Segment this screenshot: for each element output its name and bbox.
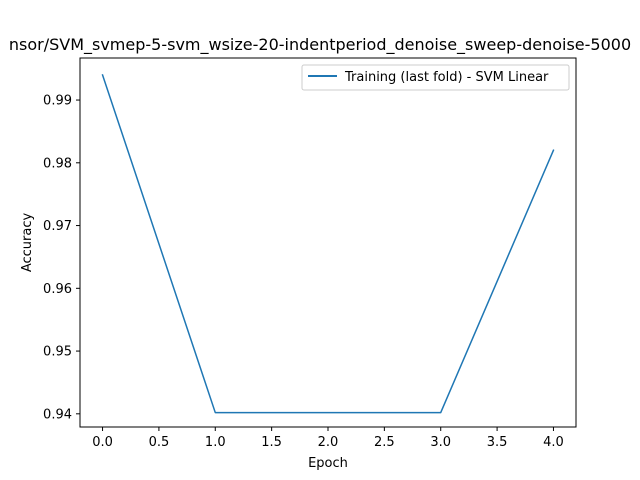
y-tick-label: 0.94 [43, 407, 72, 422]
x-tick-label: 3.5 [487, 435, 508, 450]
y-axis: 0.94 0.95 0.96 0.97 0.98 0.99 [43, 94, 80, 422]
y-axis-label: Accuracy [20, 213, 35, 273]
x-tick-label: 3.0 [430, 435, 451, 450]
series-line-0 [101, 73, 555, 414]
y-tick-label: 0.96 [43, 282, 72, 297]
y-tick-label: 0.99 [43, 94, 72, 109]
x-tick-label: 2.5 [374, 435, 395, 450]
y-tick-label: 0.97 [43, 219, 72, 234]
legend-label: Training (last fold) - SVM Linear [344, 70, 549, 85]
x-tick-label: 4.0 [543, 435, 564, 450]
x-tick-label: 0.5 [149, 435, 170, 450]
legend: Training (last fold) - SVM Linear [301, 64, 570, 91]
legend-box [301, 64, 570, 91]
plot-background [80, 58, 576, 427]
y-tick-label: 0.98 [43, 156, 72, 171]
x-tick-label: 0.0 [92, 435, 113, 450]
x-tick-label: 1.0 [205, 435, 226, 450]
y-tick-label: 0.95 [43, 345, 72, 360]
chart-title: nsor/SVM_svmep-5-svm_wsize-20-indentperi… [9, 35, 631, 55]
series-layer [101, 73, 555, 414]
x-tick-label: 1.5 [261, 435, 282, 450]
axes-frame [79, 57, 577, 428]
x-axis: 0.0 0.5 1.0 1.5 2.0 2.5 3.0 3.5 4.0 [92, 427, 564, 450]
plot-area [80, 58, 576, 427]
x-tick-label: 2.0 [318, 435, 339, 450]
x-axis-label: Epoch [308, 456, 348, 471]
